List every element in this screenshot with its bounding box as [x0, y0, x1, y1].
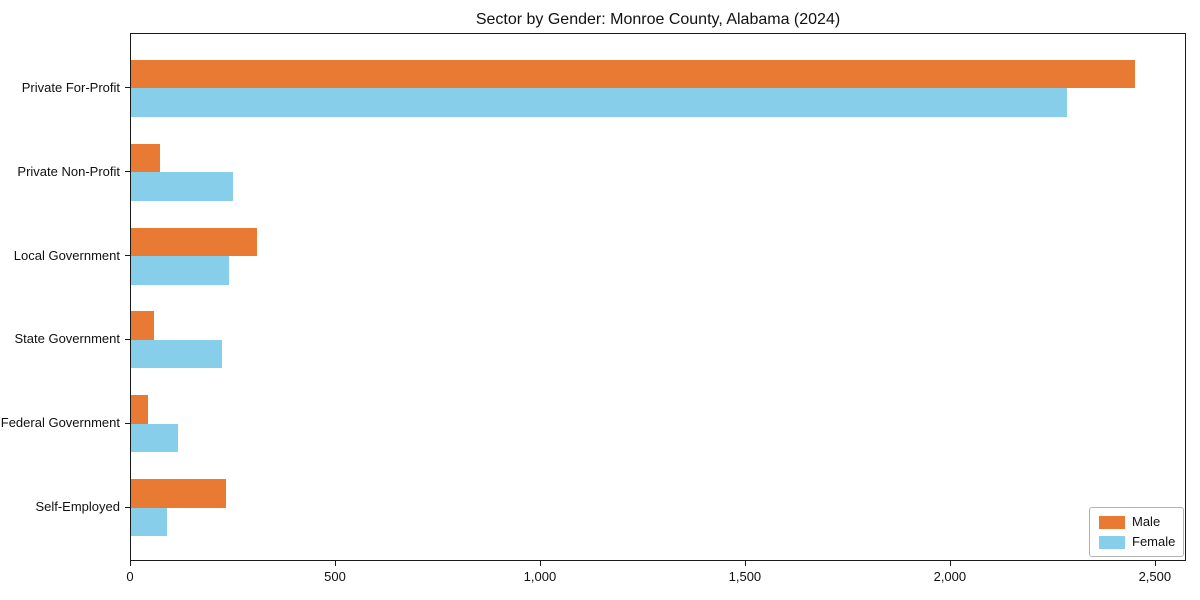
bar-male-4 — [131, 311, 155, 340]
y-tick — [125, 255, 130, 257]
bar-male-3 — [131, 227, 257, 257]
x-tick-label: 500 — [324, 569, 346, 584]
plot-area — [130, 33, 1186, 561]
bar-male-1 — [131, 59, 1136, 89]
x-tick — [949, 561, 951, 566]
x-tick-label: 1,500 — [728, 569, 762, 584]
female-series-swatch — [1099, 535, 1125, 549]
x-tick — [539, 561, 541, 566]
bar-male-2 — [131, 143, 160, 173]
y-tick — [125, 422, 130, 424]
x-tick — [334, 561, 336, 566]
bar-female-3 — [131, 256, 230, 285]
x-tick — [1154, 561, 1156, 566]
x-tick-label: 2,500 — [1138, 569, 1172, 584]
bar-female-1 — [131, 88, 1067, 117]
category-label: Self-Employed — [35, 499, 120, 515]
bar-female-2 — [131, 172, 233, 201]
y-tick — [125, 171, 130, 173]
bar-male-6 — [131, 479, 227, 508]
bar-female-5 — [131, 423, 179, 453]
legend-item-female: Female — [1099, 534, 1176, 549]
category-label: Private For-Profit — [21, 79, 120, 95]
x-tick — [744, 561, 746, 566]
category-label: Federal Government — [0, 415, 120, 431]
y-tick — [125, 87, 130, 89]
bar-male-5 — [131, 395, 148, 424]
y-tick — [125, 506, 130, 508]
bar-female-6 — [131, 507, 168, 537]
x-tick-label: 2,000 — [933, 569, 967, 584]
x-tick-label: 1,000 — [523, 569, 557, 584]
legend-label-male: Male — [1132, 514, 1161, 529]
male-series-swatch — [1099, 515, 1125, 529]
x-tick — [130, 561, 131, 566]
category-label: Local Government — [13, 247, 120, 263]
category-label: State Government — [14, 331, 121, 347]
chart-title: Sector by Gender: Monroe County, Alabama… — [475, 11, 841, 28]
x-tick-label: 0 — [126, 569, 134, 584]
bar-female-4 — [131, 339, 222, 369]
y-tick — [125, 338, 130, 340]
legend-label-female: Female — [1132, 534, 1176, 549]
category-label: Private Non-Profit — [17, 163, 120, 179]
legend: Male Female — [1089, 507, 1184, 557]
legend-item-male: Male — [1099, 515, 1174, 529]
